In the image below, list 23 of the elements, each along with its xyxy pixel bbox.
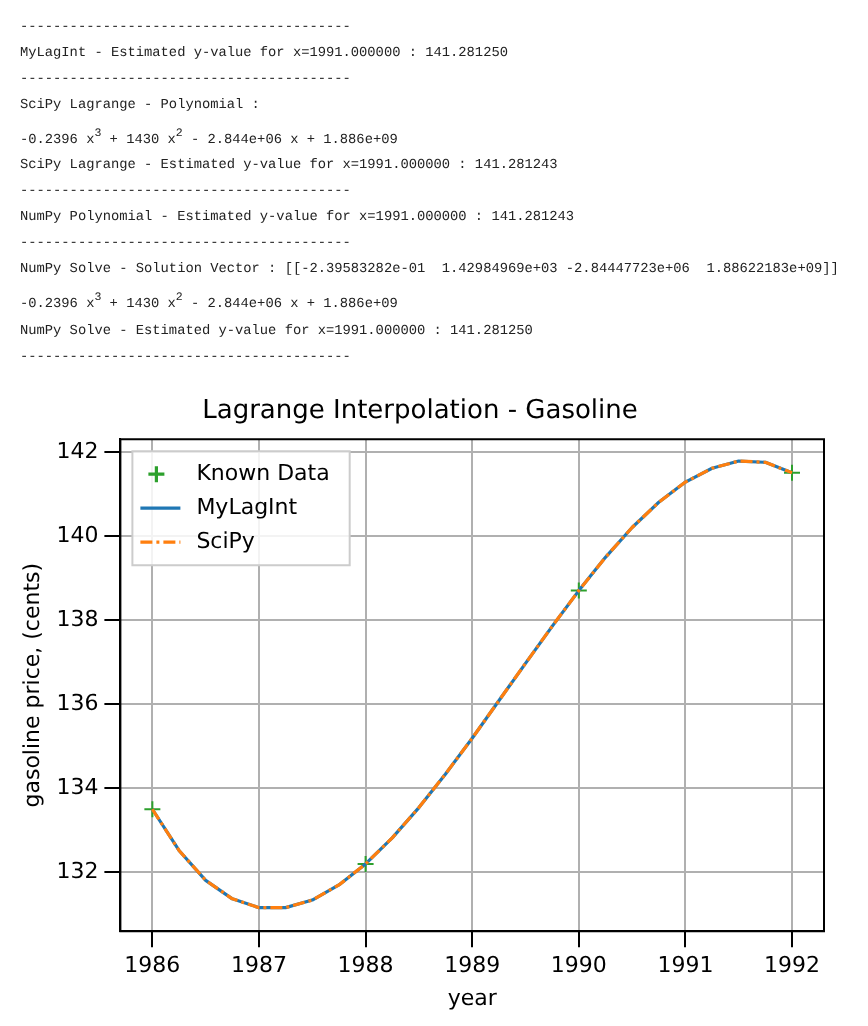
- point: [143, 799, 162, 818]
- x-tick-label: 1986: [124, 951, 181, 978]
- x-tick-label: 1987: [230, 951, 287, 978]
- x-tick-label: 1990: [550, 951, 607, 978]
- y-tick-label: 140: [56, 520, 99, 547]
- chart-title: Lagrange Interpolation - Gasoline: [202, 395, 638, 426]
- legend-label: SciPy: [196, 527, 256, 554]
- point: [356, 854, 375, 873]
- y-tick-label: 142: [56, 436, 99, 463]
- legend-label: Known Data: [196, 459, 330, 486]
- y-tick-label: 138: [56, 604, 99, 631]
- x-tick-label: 1991: [657, 951, 714, 978]
- y-tick-label: 136: [56, 689, 99, 716]
- y-axis-title: gasoline price, (cents): [18, 562, 45, 807]
- x-tick-label: 1988: [337, 951, 394, 978]
- x-axis-title: year: [447, 983, 498, 1010]
- x-tick-label: 1992: [764, 951, 821, 978]
- point: [569, 580, 588, 599]
- y-tick-label: 132: [56, 857, 99, 884]
- x-tick-label: 1989: [444, 951, 501, 978]
- point: [783, 463, 802, 482]
- legend-label: MyLagInt: [196, 493, 299, 520]
- y-tick-label: 134: [56, 773, 99, 800]
